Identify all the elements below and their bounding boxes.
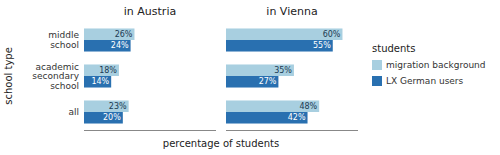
x-axis-line — [84, 130, 216, 131]
data-label: 20% — [103, 113, 121, 122]
x-axis-label: percentage of students — [163, 138, 279, 149]
y-axis-label: school type — [3, 47, 14, 105]
data-label: 26% — [115, 30, 133, 39]
data-label: 42% — [288, 113, 306, 122]
legend-swatch — [372, 60, 382, 70]
legend-title: students — [372, 43, 415, 54]
panel: in Austria 26% 18% 23% 24% 14% 20% middleschool… — [3, 5, 279, 149]
y-tick-label: middleschool — [48, 30, 79, 50]
bar — [84, 76, 111, 88]
legend-swatch — [372, 76, 382, 86]
bars — [226, 28, 342, 123]
panel-title: in Vienna — [266, 5, 317, 18]
legend-entry: LX German users — [386, 76, 464, 86]
bars — [84, 28, 134, 123]
panel: in Vienna 60% 35% 48% 55% 27% 42% — [226, 5, 358, 131]
bar — [226, 76, 278, 88]
data-label: 23% — [109, 102, 127, 111]
legend: students migration background LX German us… — [372, 43, 486, 86]
bar — [84, 64, 119, 76]
bar — [226, 28, 342, 40]
x-axis-line — [226, 130, 358, 131]
data-label: 24% — [111, 41, 129, 50]
bar — [84, 28, 134, 40]
data-label: 60% — [323, 30, 341, 39]
y-tick-label: all — [68, 107, 79, 117]
bar — [226, 100, 319, 112]
data-label: 48% — [299, 102, 317, 111]
data-label: 35% — [274, 66, 292, 75]
panel-title: in Austria — [124, 5, 176, 18]
data-label: 55% — [313, 41, 331, 50]
bar — [84, 40, 131, 52]
bar — [84, 100, 129, 112]
bar — [226, 112, 308, 124]
legend-entry: migration background — [386, 60, 486, 70]
bar — [84, 112, 123, 124]
data-label: 18% — [99, 66, 117, 75]
bar — [226, 40, 333, 52]
y-tick-label: academicsecondaryschool — [32, 62, 79, 91]
chart: in Austria 26% 18% 23% 24% 14% 20% middleschool… — [0, 0, 500, 155]
data-label: 14% — [91, 77, 109, 86]
data-label: 27% — [259, 77, 277, 86]
bar — [226, 64, 294, 76]
